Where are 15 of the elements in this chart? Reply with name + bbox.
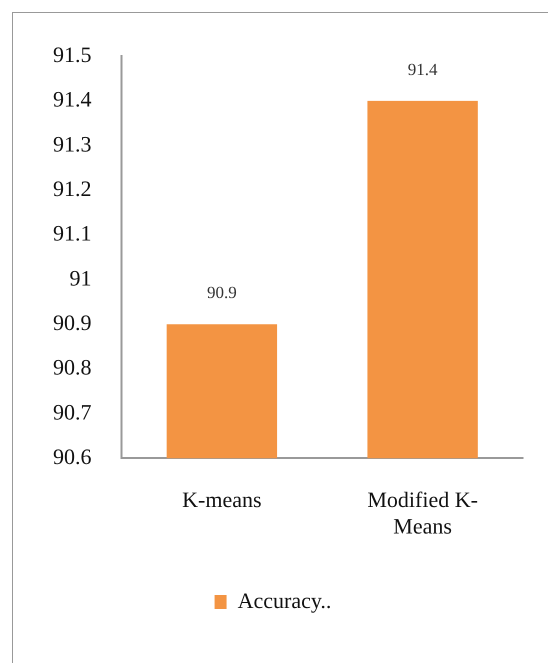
data-label: 91.4 [408, 60, 438, 79]
y-tick-label: 90.8 [53, 354, 92, 380]
y-tick-label: 91.3 [53, 131, 92, 156]
legend-label: Accuracy.. [238, 588, 332, 613]
x-tick-label: K-means [182, 487, 262, 512]
y-tick-label: 91.2 [53, 176, 92, 201]
y-tick-label: 91.4 [53, 86, 92, 112]
y-tick-label: 91.1 [53, 220, 92, 246]
y-tick-label: 91 [70, 265, 92, 290]
y-tick-label: 90.6 [53, 444, 92, 469]
y-tick-label: 91.5 [53, 42, 92, 67]
x-tick-label: Modified K-Means [367, 487, 478, 539]
y-tick-label: 90.7 [53, 399, 92, 424]
y-tick-label: 90.9 [53, 310, 92, 335]
data-label: 90.9 [207, 283, 237, 302]
